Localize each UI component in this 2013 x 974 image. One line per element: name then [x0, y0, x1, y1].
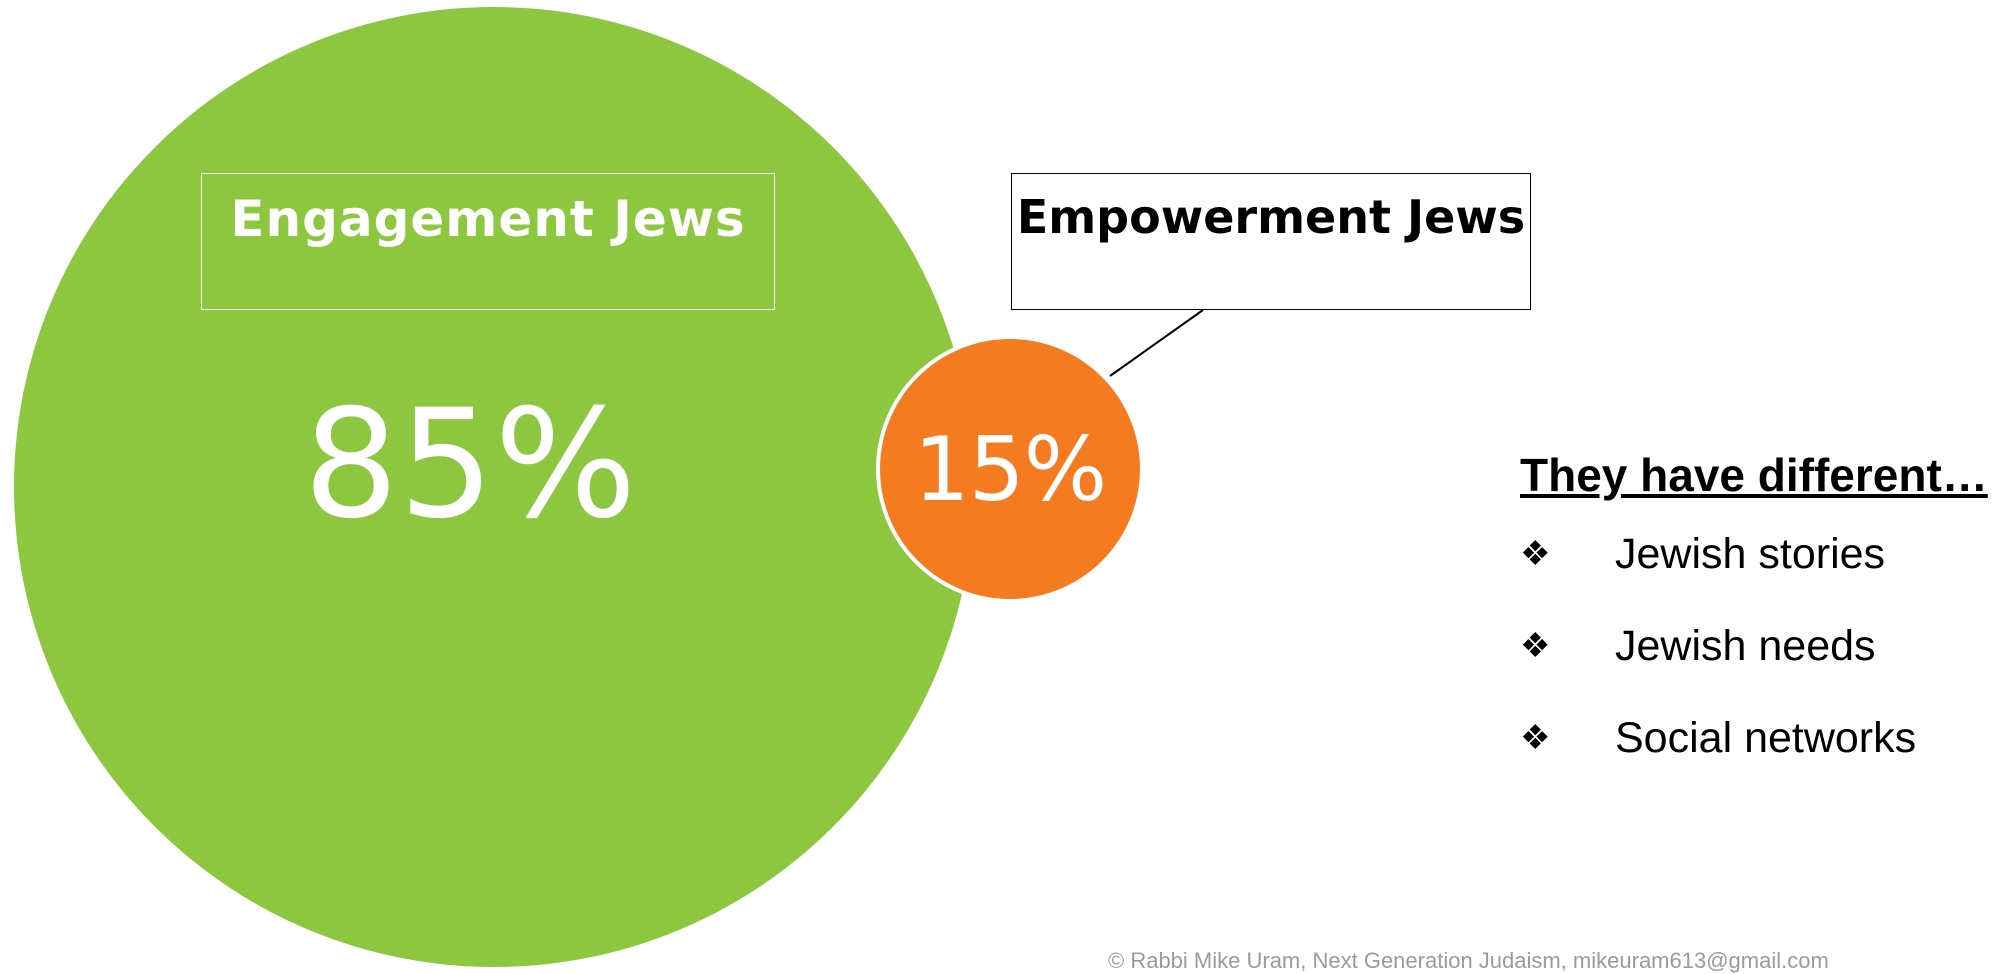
- list-item-label: Social networks: [1615, 714, 1917, 762]
- copyright-footer: © Rabbi Mike Uram, Next Generation Judai…: [1108, 948, 1829, 973]
- empowerment-label: Empowerment Jews: [1016, 190, 1526, 244]
- list-item-label: Jewish stories: [1615, 530, 1886, 578]
- four-diamond-icon: ❖: [1520, 535, 1551, 573]
- list-item: ❖ Social networks: [1520, 714, 1916, 806]
- list-item: ❖ Jewish stories: [1520, 530, 1916, 622]
- empowerment-percent: 15%: [913, 417, 1108, 521]
- engagement-label-box: Engagement Jews: [201, 173, 775, 310]
- list-item-label: Jewish needs: [1615, 622, 1876, 670]
- engagement-circle: [14, 7, 974, 967]
- four-diamond-icon: ❖: [1520, 719, 1551, 757]
- empowerment-label-box: Empowerment Jews: [1011, 173, 1531, 310]
- callout-line: [1109, 309, 1204, 377]
- list-item: ❖ Jewish needs: [1520, 622, 1916, 714]
- differences-title: They have different…: [1520, 449, 1988, 501]
- engagement-percent: 85%: [303, 378, 637, 552]
- differences-list: ❖ Jewish stories ❖ Jewish needs ❖ Social…: [1520, 530, 1916, 806]
- empowerment-circle: 15%: [876, 335, 1144, 603]
- four-diamond-icon: ❖: [1520, 627, 1551, 665]
- engagement-label: Engagement Jews: [230, 190, 746, 248]
